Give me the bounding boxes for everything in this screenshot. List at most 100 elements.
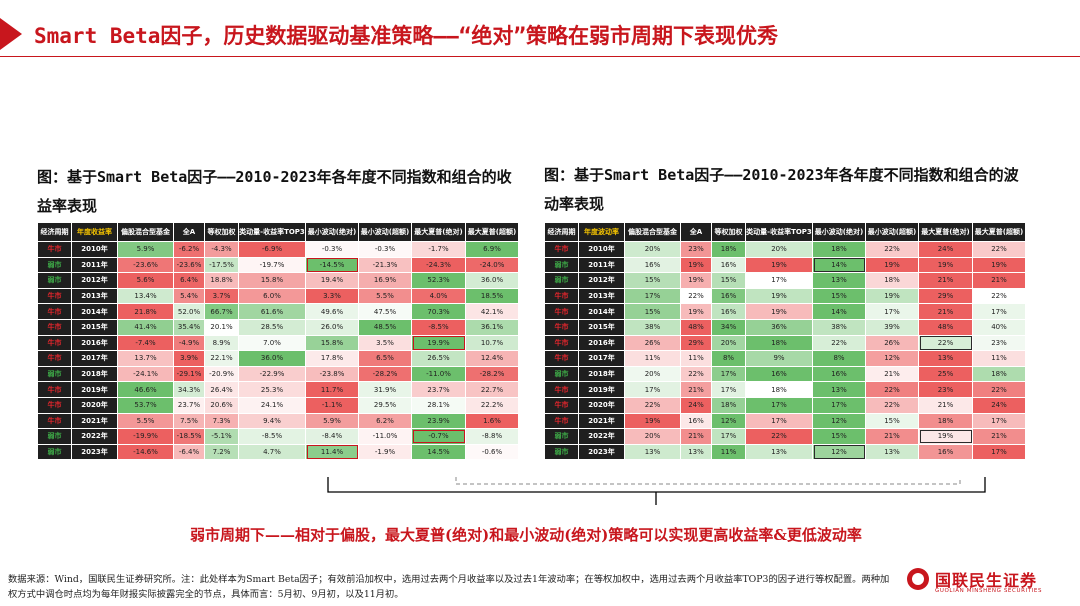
market-cycle-label: 牛市	[544, 396, 579, 414]
volatility-table: 经济周期 年度波动率 偏股混合型基金 全A 等权加权 类动量-收益率TOP3 最小波动(绝对…	[544, 222, 1026, 461]
logo-mark-icon	[907, 568, 929, 590]
market-cycle-label: 弱市	[544, 443, 579, 461]
market-cycle-label: 弱市	[37, 443, 72, 461]
year-label: 2020年	[71, 396, 118, 414]
market-cycle-label: 弱市	[544, 428, 579, 445]
volatility-cell: 18%	[865, 272, 919, 289]
volatility-row: 牛市 2019年 17% 21% 17% 18% 13% 22% 23% 22%	[544, 381, 1026, 398]
return-cell: -8.5%	[238, 428, 306, 445]
volatility-cell: 13%	[812, 272, 866, 289]
volatility-cell: 39%	[865, 318, 919, 336]
return-cell: -6.4%	[173, 443, 205, 461]
volatility-header-3: 全A	[680, 222, 712, 242]
return-cell: 26.0%	[305, 318, 359, 336]
logo-name: 国联民生证券	[935, 571, 1038, 590]
return-cell: -11.0%	[411, 365, 466, 383]
volatility-cell: 19%	[865, 256, 919, 274]
year-label: 2021年	[578, 412, 625, 430]
return-cell: 6.9%	[465, 241, 519, 258]
return-cell: 18.5%	[465, 287, 519, 305]
return-cell: 20.1%	[204, 318, 239, 336]
volatility-header-7: 最小波动(超额)	[865, 222, 919, 242]
volatility-cell: 26%	[865, 334, 919, 352]
right-figure-caption: 图：基于Smart Beta因子——2010-2023年各年度不同指数和组合的波…	[544, 166, 1019, 213]
return-row: 弱市 2018年 -24.1% -29.1% -20.9% -22.9% -23.8% -28…	[37, 365, 519, 383]
volatility-cell: 19%	[680, 272, 712, 289]
volatility-cell: 20%	[711, 334, 746, 352]
return-row: 牛市 2014年 21.8% 52.0% 66.7% 61.6% 49.6% 47.5% 70.…	[37, 303, 519, 320]
return-header-8: 最大夏普(绝对)	[411, 222, 466, 242]
return-cell: -11.0%	[358, 428, 412, 445]
market-cycle-label: 弱市	[37, 256, 72, 274]
volatility-cell: 12%	[812, 412, 866, 430]
volatility-cell: 34%	[711, 318, 746, 336]
volatility-cell: 13%	[865, 443, 919, 461]
volatility-cell: 22%	[680, 365, 712, 383]
volatility-cell: 17%	[745, 272, 813, 289]
return-cell: 49.6%	[305, 303, 359, 320]
year-label: 2023年	[578, 443, 625, 461]
return-cell: 14.5%	[411, 443, 466, 461]
volatility-row: 牛市 2020年 22% 24% 18% 17% 17% 22% 21% 24%	[544, 396, 1026, 414]
volatility-row: 弱市 2018年 20% 22% 17% 16% 16% 21% 25% 18%	[544, 365, 1026, 383]
return-row: 牛市 2019年 46.6% 34.3% 26.4% 25.3% 11.7% 31.9% 23.…	[37, 381, 519, 398]
volatility-cell: 22%	[865, 381, 919, 398]
return-row: 牛市 2020年 53.7% 23.7% 20.6% 24.1% -1.1% 29.5% 28.…	[37, 396, 519, 414]
volatility-cell: 11%	[972, 350, 1026, 367]
volatility-cell: 38%	[624, 318, 681, 336]
volatility-cell: 18%	[745, 334, 813, 352]
return-cell: 28.1%	[411, 396, 466, 414]
market-cycle-label: 弱市	[544, 272, 579, 289]
return-cell: 6.5%	[358, 350, 412, 367]
logo-subtitle: GUOLIAN MINSHENG SECURITIES	[935, 588, 1043, 594]
volatility-header-1: 年度波动率	[578, 222, 625, 242]
return-header-4: 等权加权	[204, 222, 239, 242]
volatility-cell: 26%	[624, 334, 681, 352]
volatility-row: 牛市 2013年 17% 22% 16% 19% 15% 19% 29% 22%	[544, 287, 1026, 305]
return-cell: -6.9%	[238, 241, 306, 258]
volatility-row: 牛市 2016年 26% 29% 20% 18% 22% 26% 22% 23%	[544, 334, 1026, 352]
volatility-cell: 15%	[812, 287, 866, 305]
return-cell: -1.9%	[358, 443, 412, 461]
return-cell: -0.6%	[465, 443, 519, 461]
return-cell: 29.5%	[358, 396, 412, 414]
market-cycle-label: 牛市	[37, 303, 72, 320]
return-cell: 36.1%	[465, 318, 519, 336]
year-label: 2016年	[578, 334, 625, 352]
year-label: 2010年	[71, 241, 118, 258]
year-label: 2019年	[71, 381, 118, 398]
return-row: 弱市 2022年 -19.9% -18.5% -5.1% -8.5% -8.4% -11.0%…	[37, 428, 519, 445]
volatility-cell: 16%	[812, 365, 866, 383]
market-cycle-label: 弱市	[544, 365, 579, 383]
volatility-cell: 17%	[745, 396, 813, 414]
volatility-row: 弱市 2012年 15% 19% 15% 17% 13% 18% 21% 21%	[544, 272, 1026, 289]
return-cell: -20.9%	[204, 365, 239, 383]
volatility-cell: 13%	[745, 443, 813, 461]
return-header-2: 偏股混合型基金	[117, 222, 174, 242]
volatility-cell: 13%	[680, 443, 712, 461]
return-cell: 11.4%	[305, 443, 359, 461]
volatility-cell: 8%	[812, 350, 866, 367]
return-header-7: 最小波动(超额)	[358, 222, 412, 242]
return-cell: 52.0%	[173, 303, 205, 320]
return-cell: 42.1%	[465, 303, 519, 320]
return-cell: -21.3%	[358, 256, 412, 274]
return-cell: -23.8%	[305, 365, 359, 383]
volatility-cell: 11%	[711, 443, 746, 461]
return-cell: 15.8%	[305, 334, 359, 352]
volatility-cell: 19%	[745, 287, 813, 305]
page-title: Smart Beta因子，历史数据驱动基准策略——“绝对”策略在弱市周期下表现优…	[34, 24, 779, 48]
year-label: 2022年	[578, 428, 625, 445]
volatility-cell: 16%	[711, 303, 746, 320]
return-cell: 6.2%	[358, 412, 412, 430]
return-row: 牛市 2013年 13.4% 5.4% 3.7% 6.0% 3.3% 5.5% 4.0% 18.5…	[37, 287, 519, 305]
volatility-row: 弱市 2011年 16% 19% 16% 19% 14% 19% 19% 19%	[544, 256, 1026, 274]
company-logo: 国联民生证券 GUOLIAN MINSHENG SECURITIES	[907, 566, 1067, 600]
return-table: 经济周期 年度收益率 偏股混合型基金 全A 等权加权 类动量-收益率TOP3 最小波动(绝对…	[37, 222, 519, 461]
return-cell: 35.4%	[173, 318, 205, 336]
volatility-row: 牛市 2010年 20% 23% 18% 20% 18% 22% 24% 22%	[544, 241, 1026, 258]
volatility-cell: 17%	[624, 381, 681, 398]
volatility-header-0: 经济周期	[544, 222, 579, 242]
volatility-cell: 36%	[745, 318, 813, 336]
return-cell: 22.2%	[465, 396, 519, 414]
